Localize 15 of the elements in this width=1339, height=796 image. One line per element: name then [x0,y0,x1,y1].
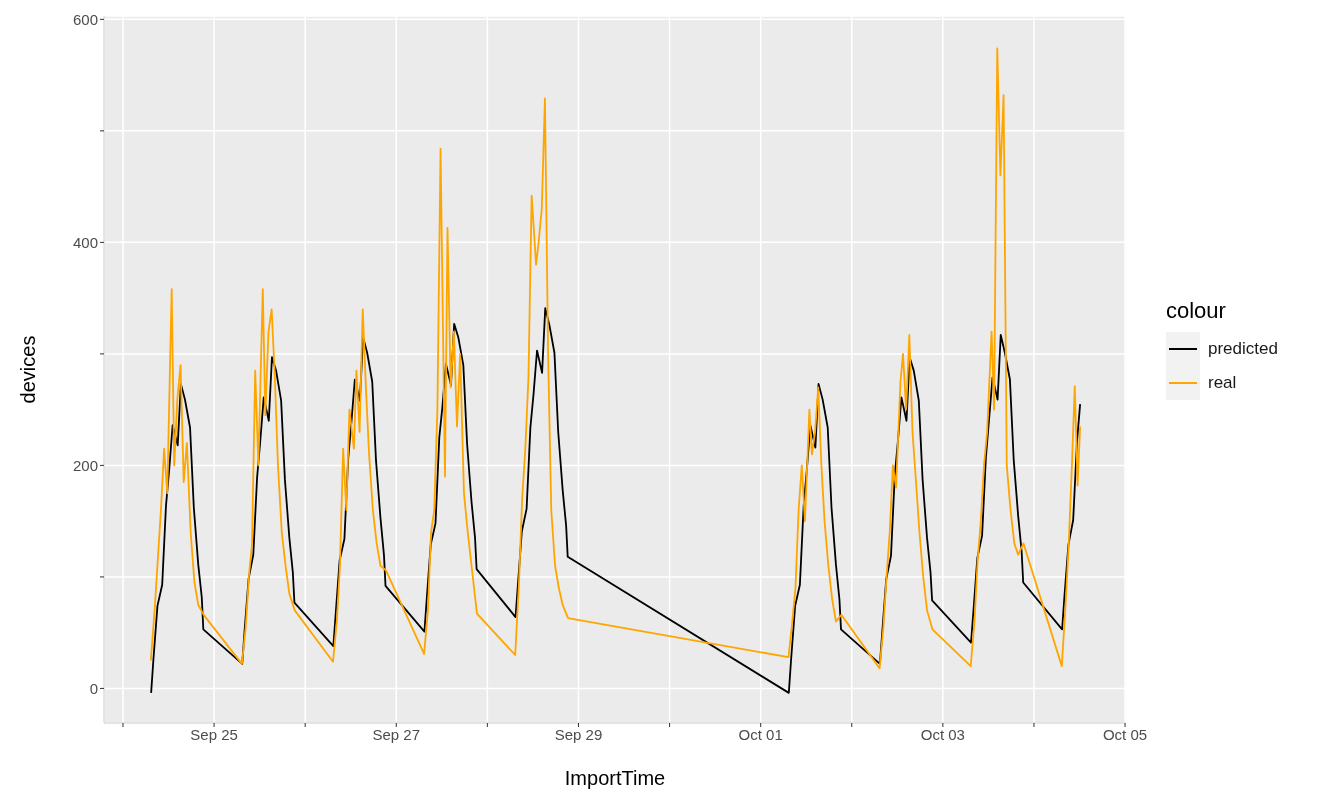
x-tick-label: Sep 25 [190,725,238,743]
legend-title: colour [1166,298,1227,324]
y-tick-label: 0 [89,679,98,697]
x-tick-label: Oct 01 [738,725,783,743]
legend-label: predicted [1208,339,1278,359]
x-tick-label: Oct 05 [1102,725,1148,743]
y-tick-label: 200 [72,456,98,474]
y-tick-label: 600 [72,10,98,28]
x-axis-title: ImportTime [564,767,666,789]
x-tick-label: Sep 27 [372,725,421,743]
y-tick-label: 400 [72,233,98,251]
legend-label: real [1208,373,1237,393]
x-tick-label: Oct 03 [920,725,965,743]
y-axis-title: devices [17,335,40,404]
x-tick-label: Sep 29 [554,725,603,743]
